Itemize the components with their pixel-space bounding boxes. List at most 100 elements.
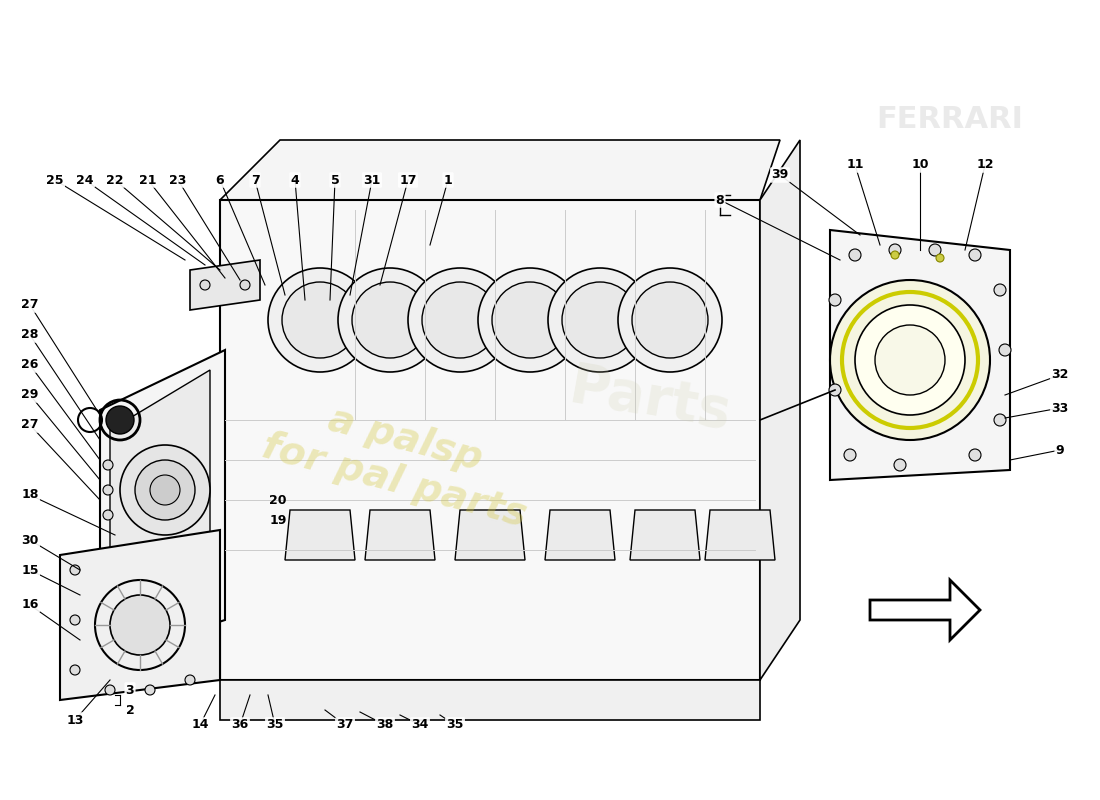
Circle shape (103, 485, 113, 495)
Polygon shape (220, 140, 780, 200)
Circle shape (829, 294, 842, 306)
Circle shape (994, 284, 1006, 296)
Text: 1: 1 (443, 174, 452, 186)
Text: 8: 8 (716, 194, 724, 206)
Circle shape (104, 685, 116, 695)
Text: 25: 25 (46, 174, 64, 186)
Polygon shape (830, 230, 1010, 480)
Circle shape (120, 445, 210, 535)
Polygon shape (455, 510, 525, 560)
Circle shape (338, 268, 442, 372)
Text: 13: 13 (66, 714, 84, 726)
Text: 31: 31 (363, 174, 381, 186)
Circle shape (830, 280, 990, 440)
Text: 7: 7 (251, 174, 260, 186)
Polygon shape (60, 530, 220, 700)
Circle shape (422, 282, 498, 358)
Circle shape (936, 254, 944, 262)
Circle shape (70, 665, 80, 675)
Polygon shape (190, 260, 260, 310)
Circle shape (106, 406, 134, 434)
Text: 16: 16 (21, 598, 38, 611)
Text: 6: 6 (216, 174, 224, 186)
Text: 32: 32 (1052, 369, 1069, 382)
Text: 27: 27 (21, 418, 38, 431)
Circle shape (70, 565, 80, 575)
Text: a palsp
for pal parts: a palsp for pal parts (257, 385, 542, 535)
Text: 15: 15 (21, 563, 38, 577)
Circle shape (829, 384, 842, 396)
Text: 33: 33 (1052, 402, 1068, 414)
Text: 24: 24 (76, 174, 94, 186)
Polygon shape (220, 680, 760, 720)
Text: 29: 29 (21, 389, 38, 402)
Text: 20: 20 (270, 494, 287, 506)
Circle shape (185, 675, 195, 685)
Polygon shape (100, 350, 226, 660)
Circle shape (849, 249, 861, 261)
Circle shape (268, 268, 372, 372)
Circle shape (135, 460, 195, 520)
Circle shape (889, 244, 901, 256)
Circle shape (548, 268, 652, 372)
Circle shape (478, 268, 582, 372)
Text: 37: 37 (337, 718, 354, 731)
Text: 9: 9 (1056, 443, 1065, 457)
Circle shape (994, 414, 1006, 426)
Circle shape (492, 282, 568, 358)
Text: 19: 19 (270, 514, 287, 526)
Text: 17: 17 (399, 174, 417, 186)
Circle shape (200, 280, 210, 290)
Circle shape (874, 325, 945, 395)
Text: 22: 22 (107, 174, 123, 186)
Polygon shape (110, 370, 210, 645)
Text: 21: 21 (140, 174, 156, 186)
Text: 3: 3 (125, 683, 134, 697)
Text: 34: 34 (411, 718, 429, 731)
Circle shape (352, 282, 428, 358)
Polygon shape (705, 510, 776, 560)
Circle shape (110, 595, 170, 655)
Circle shape (632, 282, 708, 358)
Text: 26: 26 (21, 358, 38, 371)
Text: 12: 12 (977, 158, 993, 171)
Circle shape (894, 459, 906, 471)
Text: 14: 14 (191, 718, 209, 731)
Circle shape (930, 244, 940, 256)
Polygon shape (365, 510, 435, 560)
Polygon shape (544, 510, 615, 560)
Text: 30: 30 (21, 534, 38, 546)
Circle shape (969, 249, 981, 261)
Circle shape (891, 251, 899, 259)
Circle shape (103, 510, 113, 520)
Text: Parts: Parts (564, 359, 735, 441)
Circle shape (103, 460, 113, 470)
Polygon shape (630, 510, 700, 560)
Text: FERRARI: FERRARI (877, 106, 1023, 134)
Text: 35: 35 (447, 718, 464, 731)
Text: 36: 36 (231, 718, 249, 731)
Circle shape (145, 685, 155, 695)
Text: 38: 38 (376, 718, 394, 731)
Circle shape (844, 449, 856, 461)
Polygon shape (220, 200, 760, 680)
Text: 39: 39 (771, 169, 789, 182)
Circle shape (240, 280, 250, 290)
Text: 28: 28 (21, 329, 38, 342)
Polygon shape (870, 580, 980, 640)
Text: 35: 35 (266, 718, 284, 731)
Polygon shape (285, 510, 355, 560)
Text: 11: 11 (846, 158, 864, 171)
Circle shape (282, 282, 358, 358)
Circle shape (408, 268, 512, 372)
Circle shape (70, 615, 80, 625)
Text: 10: 10 (911, 158, 928, 171)
Text: 5: 5 (331, 174, 340, 186)
Polygon shape (760, 140, 800, 680)
Circle shape (150, 475, 180, 505)
Circle shape (969, 449, 981, 461)
Circle shape (855, 305, 965, 415)
Circle shape (562, 282, 638, 358)
Text: 27: 27 (21, 298, 38, 311)
Text: 2: 2 (125, 703, 134, 717)
